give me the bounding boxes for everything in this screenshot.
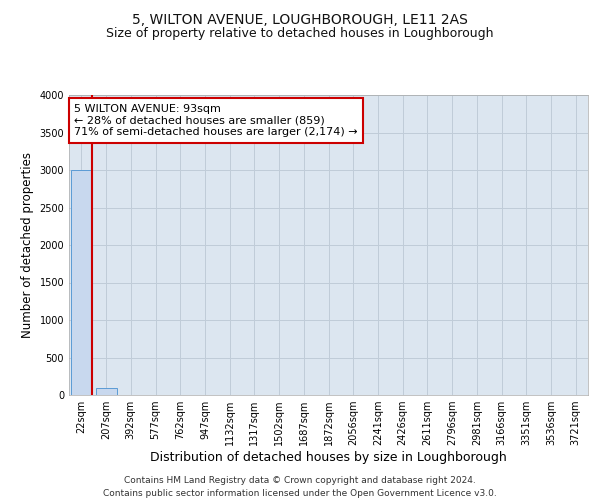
Bar [71,170,92,395]
Bar [95,388,116,395]
Text: 5, WILTON AVENUE, LOUGHBOROUGH, LE11 2AS: 5, WILTON AVENUE, LOUGHBOROUGH, LE11 2AS [132,12,468,26]
Text: Contains HM Land Registry data © Crown copyright and database right 2024.
Contai: Contains HM Land Registry data © Crown c… [103,476,497,498]
X-axis label: Distribution of detached houses by size in Loughborough: Distribution of detached houses by size … [150,451,507,464]
Text: Size of property relative to detached houses in Loughborough: Size of property relative to detached ho… [106,28,494,40]
Text: 5 WILTON AVENUE: 93sqm
← 28% of detached houses are smaller (859)
71% of semi-de: 5 WILTON AVENUE: 93sqm ← 28% of detached… [74,104,358,137]
Y-axis label: Number of detached properties: Number of detached properties [21,152,34,338]
